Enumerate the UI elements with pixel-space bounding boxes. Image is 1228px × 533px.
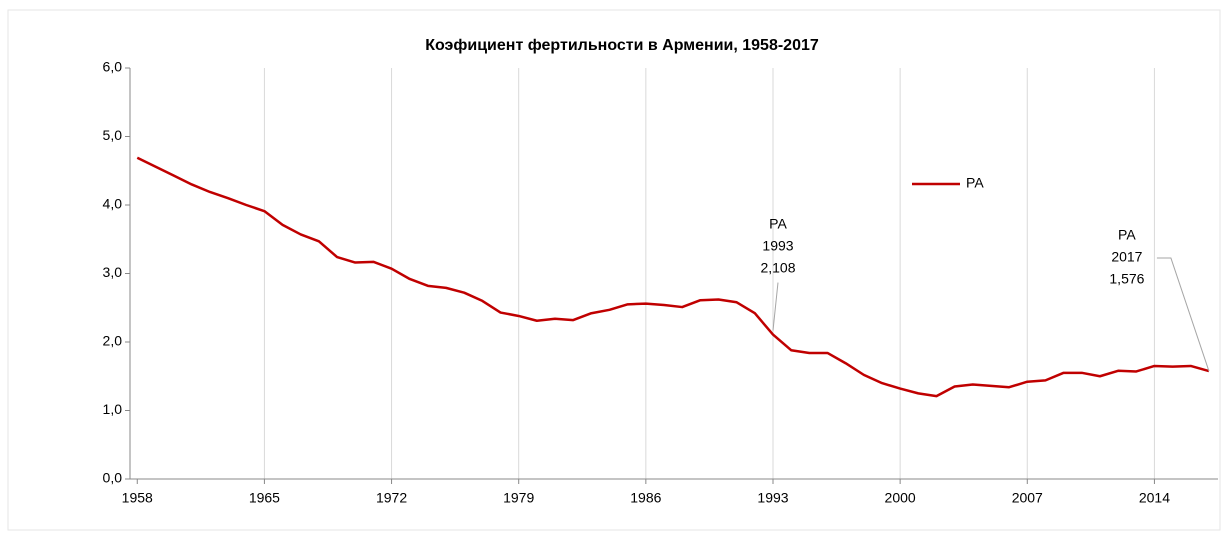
x-tick-label: 2000 bbox=[885, 490, 916, 506]
y-tick-label: 2,0 bbox=[103, 333, 123, 349]
x-tick-label: 2007 bbox=[1012, 490, 1043, 506]
y-tick-label: 4,0 bbox=[103, 196, 123, 212]
y-tick-label: 0,0 bbox=[103, 470, 123, 486]
y-tick-label: 3,0 bbox=[103, 264, 123, 280]
chart-title: Коэфициент фертильности в Армении, 1958-… bbox=[425, 37, 819, 54]
x-tick-label: 2014 bbox=[1139, 490, 1170, 506]
annotation-leader bbox=[772, 282, 779, 331]
annotation-label: РА bbox=[769, 215, 787, 231]
annotation-leader bbox=[1156, 257, 1210, 372]
y-tick-label: 5,0 bbox=[103, 127, 123, 143]
chart-frame bbox=[7, 9, 1221, 531]
annotation-label: 1,576 bbox=[1109, 271, 1144, 287]
annotation-label: 2017 bbox=[1111, 249, 1142, 265]
y-tick-label: 1,0 bbox=[103, 401, 123, 417]
x-tick-label: 1965 bbox=[249, 490, 280, 506]
annotation-label: 2,108 bbox=[760, 259, 795, 275]
x-tick-label: 1958 bbox=[122, 490, 153, 506]
annotation-label: 1993 bbox=[762, 237, 793, 253]
legend-label: РА bbox=[966, 175, 984, 191]
series-line bbox=[136, 156, 1210, 398]
y-tick-label: 6,0 bbox=[103, 59, 123, 75]
x-tick-label: 1993 bbox=[757, 490, 788, 506]
x-tick-label: 1972 bbox=[376, 490, 407, 506]
annotation-label: РА bbox=[1118, 227, 1136, 243]
x-tick-label: 1986 bbox=[630, 490, 661, 506]
x-tick-label: 1979 bbox=[503, 490, 534, 506]
